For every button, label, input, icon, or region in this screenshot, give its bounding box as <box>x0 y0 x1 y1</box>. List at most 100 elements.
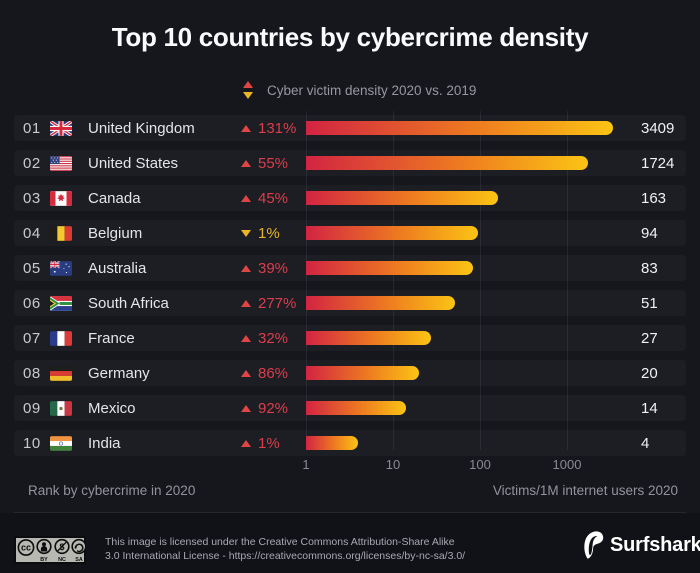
gridline <box>480 111 481 450</box>
increase-icon <box>241 125 251 132</box>
license-line-2: 3.0 International License - https://crea… <box>105 550 466 562</box>
surfshark-logo: Surfshark® <box>583 531 700 559</box>
change-percent: 86% <box>258 365 289 382</box>
page-title: Top 10 countries by cybercrime density <box>111 22 589 52</box>
legend-arrows <box>243 81 253 99</box>
surfshark-fin-icon <box>584 531 604 559</box>
country-label: Germany <box>88 365 150 382</box>
rank-label: 10 <box>23 435 41 452</box>
country-label: Mexico <box>88 400 136 417</box>
svg-text:SA: SA <box>75 557 83 563</box>
table-row: 07 France 32% 27 <box>0 321 700 356</box>
table-row: 08 Germany 86% 20 <box>0 356 700 391</box>
gridline <box>306 111 307 450</box>
value-label: 83 <box>641 260 658 277</box>
country-label: France <box>88 330 135 347</box>
value-bar <box>306 191 499 205</box>
value-label: 51 <box>641 295 658 312</box>
country-label: Belgium <box>88 225 143 242</box>
value-bar <box>306 436 359 450</box>
rank-label: 07 <box>23 330 41 347</box>
x-tick-label: 100 <box>469 457 491 472</box>
value-bar <box>306 226 478 240</box>
flag-au-icon <box>50 261 72 276</box>
rank-label: 02 <box>23 155 41 172</box>
table-row: 04 Belgium 1% 94 <box>0 216 700 251</box>
increase-icon <box>241 370 251 377</box>
country-label: Canada <box>88 190 141 207</box>
gridline <box>393 111 394 450</box>
value-bar <box>306 121 614 135</box>
flag-be-icon <box>50 226 72 241</box>
flag-us-icon <box>50 156 72 171</box>
svg-text:cc: cc <box>21 543 31 553</box>
table-row: 10 India 1% 4 <box>0 426 700 461</box>
legend: Cyber victim density 2020 vs. 2019 <box>243 81 476 99</box>
value-label: 4 <box>641 435 650 452</box>
country-label: South Africa <box>88 295 169 312</box>
change-percent: 45% <box>258 190 289 207</box>
value-label: 163 <box>641 190 667 207</box>
flag-fr-icon <box>50 331 72 346</box>
svg-text:BY: BY <box>40 557 48 563</box>
rank-label: 06 <box>23 295 41 312</box>
flag-za-icon <box>50 296 72 311</box>
value-label: 20 <box>641 365 658 382</box>
change-percent: 39% <box>258 260 289 277</box>
increase-icon <box>241 335 251 342</box>
rank-label: 04 <box>23 225 41 242</box>
license-line-1: This image is licensed under the Creativ… <box>105 536 455 548</box>
x-tick-label: 1 <box>302 457 310 472</box>
value-label: 14 <box>641 400 658 417</box>
bar-chart: 01 United Kingdom 131% 3409 02 United St… <box>0 111 700 472</box>
value-bar <box>306 156 588 170</box>
increase-icon <box>241 300 251 307</box>
increase-icon <box>241 265 251 272</box>
table-row: 01 United Kingdom 131% 3409 <box>0 111 700 146</box>
change-percent: 1% <box>258 225 280 242</box>
value-label: 94 <box>641 225 658 242</box>
flag-de-icon <box>50 366 72 381</box>
flag-gb-icon <box>50 121 72 136</box>
table-row: 03 Canada 45% 163 <box>0 181 700 216</box>
rank-footnote: Rank by cybercrime in 2020 <box>28 483 196 498</box>
country-label: United Kingdom <box>88 120 195 137</box>
rank-label: 09 <box>23 400 41 417</box>
decrease-icon <box>241 230 251 237</box>
change-percent: 92% <box>258 400 289 417</box>
change-percent: 32% <box>258 330 289 347</box>
value-bar <box>306 401 406 415</box>
table-row: 06 South Africa 277% 51 <box>0 286 700 321</box>
svg-text:NC: NC <box>58 557 66 563</box>
decrease-icon <box>243 92 253 99</box>
footer-divider <box>14 512 686 513</box>
increase-icon <box>241 405 251 412</box>
x-axis-label: Victims/1M internet users 2020 <box>492 483 678 498</box>
rank-label: 08 <box>23 365 41 382</box>
increase-icon <box>241 195 251 202</box>
value-label: 27 <box>641 330 658 347</box>
gridline <box>567 111 568 450</box>
increase-icon <box>241 440 251 447</box>
flag-ca-icon <box>50 191 72 206</box>
change-percent: 55% <box>258 155 289 172</box>
table-row: 02 United States 55% 1724 <box>0 146 700 181</box>
country-label: India <box>88 435 121 452</box>
footer-band <box>0 513 700 573</box>
x-tick-label: 1000 <box>552 457 582 472</box>
value-bar <box>306 296 455 310</box>
license-text: This image is licensed under the Creativ… <box>105 535 465 563</box>
rank-label: 05 <box>23 260 41 277</box>
value-bar <box>306 331 431 345</box>
increase-icon <box>243 81 253 88</box>
flag-in-icon <box>50 436 72 451</box>
rank-label: 03 <box>23 190 41 207</box>
change-percent: 277% <box>258 295 297 312</box>
rank-label: 01 <box>23 120 41 137</box>
country-label: United States <box>88 155 179 172</box>
value-label: 3409 <box>641 120 675 137</box>
legend-label: Cyber victim density 2020 vs. 2019 <box>267 82 477 98</box>
table-row: 09 Mexico 92% 14 <box>0 391 700 426</box>
value-bar <box>306 366 420 380</box>
